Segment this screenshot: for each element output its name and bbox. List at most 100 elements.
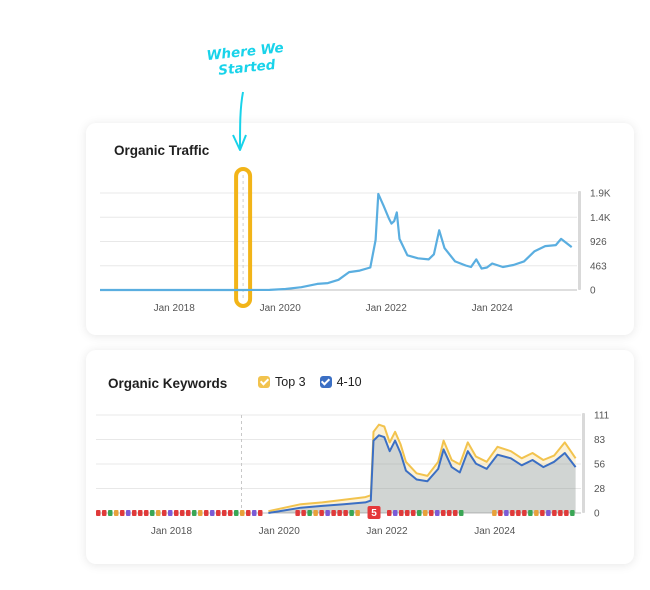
- y-tick-label: 1.4K: [590, 213, 611, 224]
- organic-keywords-title: Organic Keywords: [108, 376, 228, 391]
- x-tick-label: Jan 2020: [259, 526, 301, 537]
- serp-feature-icon: [417, 510, 422, 516]
- serp-feature-icon: [295, 510, 300, 516]
- checkbox-icon[interactable]: [258, 376, 270, 388]
- serp-feature-icon: [399, 510, 404, 516]
- y-tick-label: 111: [594, 411, 610, 422]
- x-tick-label: Jan 2024: [474, 526, 516, 537]
- serp-feature-icon: [447, 510, 452, 516]
- serp-feature-icon: [498, 510, 503, 516]
- serp-feature-icon: [222, 510, 227, 516]
- serp-feature-icon: [126, 510, 131, 516]
- serp-feature-icon: [516, 510, 521, 516]
- serp-feature-icon: [522, 510, 527, 516]
- serp-feature-icon: [120, 510, 125, 516]
- serp-feature-icon: [393, 510, 398, 516]
- legend-item-4-10[interactable]: 4-10: [319, 375, 362, 389]
- serp-feature-icon: [114, 510, 119, 516]
- serp-feature-icon: [150, 510, 155, 516]
- organic-keywords-card: Organic Keywords Top 3 4-10 111 83 56 28 0 Ja…: [86, 350, 634, 564]
- y-tick-label: 83: [594, 435, 606, 446]
- organic-traffic-title: Organic Traffic: [114, 143, 210, 158]
- organic-traffic-chart: 1.9K 1.4K 926 463 0 Jan 2018 Jan 2020 Jan 2022 J…: [100, 167, 611, 314]
- serp-feature-icon: [313, 510, 318, 516]
- serp-feature-icon: [246, 510, 251, 516]
- serp-feature-icon: [144, 510, 149, 516]
- serp-feature-icon: [355, 510, 360, 516]
- serp-feature-icon: [441, 510, 446, 516]
- keywords-legend: Top 3 4-10: [258, 375, 362, 389]
- serp-feature-icon: [168, 510, 173, 516]
- serp-feature-icon: [540, 510, 545, 516]
- serp-feature-icon: [429, 510, 434, 516]
- serp-feature-icon: [570, 510, 575, 516]
- serp-feature-icon: [459, 510, 464, 516]
- serp-feature-icon: [234, 510, 239, 516]
- serp-feature-icon: [192, 510, 197, 516]
- event-marker-icon: [367, 506, 381, 519]
- event-marker-label: 5: [371, 508, 377, 519]
- serp-feature-icon: [252, 510, 257, 516]
- series-line: [268, 434, 577, 514]
- serp-feature-icon: [162, 510, 167, 516]
- serp-feature-icon: [325, 510, 330, 516]
- serp-feature-icon: [534, 510, 539, 516]
- arrow-head-icon: [232, 134, 247, 151]
- serp-feature-icon: [174, 510, 179, 516]
- y-tick-label: 0: [590, 286, 596, 297]
- serp-feature-icon: [492, 510, 497, 516]
- serp-feature-icon: [343, 510, 348, 516]
- serp-feature-icon: [228, 510, 233, 516]
- x-tick-label: Jan 2022: [366, 303, 408, 314]
- serp-feature-icon: [558, 510, 563, 516]
- x-tick-label: Jan 2018: [151, 526, 193, 537]
- serp-feature-icon: [180, 510, 185, 516]
- serp-feature-icon: [423, 510, 428, 516]
- serp-feature-icon: [240, 510, 245, 516]
- organic-traffic-card: Organic Traffic 1.9K 1.4K 926 463 0 Jan 2018 J…: [86, 123, 634, 335]
- series-area: [268, 424, 576, 513]
- serp-feature-icon: [411, 510, 416, 516]
- serp-feature-icon: [387, 510, 392, 516]
- serp-feature-icon: [307, 510, 312, 516]
- serp-feature-icon: [102, 510, 107, 516]
- y-tick-label: 1.9K: [590, 189, 611, 200]
- start-highlight-box: [234, 167, 253, 308]
- checkbox-icon[interactable]: [319, 376, 332, 388]
- serp-feature-icon: [349, 510, 354, 516]
- serp-feature-icon: [258, 510, 263, 516]
- y-tick-label: 463: [590, 261, 607, 272]
- serp-feature-icon: [186, 510, 191, 516]
- x-tick-label: Jan 2018: [154, 303, 196, 314]
- serp-feature-icon: [96, 510, 101, 516]
- legend-item-top3[interactable]: Top 3: [258, 375, 306, 389]
- serp-feature-icon: [138, 510, 143, 516]
- series-line: [268, 423, 577, 513]
- serp-feature-icon: [301, 510, 306, 516]
- serp-feature-icon: [564, 510, 569, 516]
- serp-feature-icon: [319, 510, 324, 516]
- serp-feature-icon: [198, 510, 203, 516]
- serp-feature-icon: [156, 510, 161, 516]
- serp-feature-icon: [504, 510, 509, 516]
- y-tick-label: 56: [594, 460, 606, 471]
- serp-feature-icon: [552, 510, 557, 516]
- y-tick-label: 0: [594, 509, 600, 520]
- traffic-series-line: [100, 192, 573, 292]
- serp-feature-icon: [546, 510, 551, 516]
- series-area: [268, 435, 576, 513]
- arrow-icon: [239, 91, 244, 149]
- scrollbar: [578, 191, 581, 290]
- x-tick-label: Jan 2022: [366, 526, 408, 537]
- x-tick-label: Jan 2020: [260, 303, 302, 314]
- serp-feature-icon: [337, 510, 342, 516]
- serp-feature-icon: [405, 510, 410, 516]
- serp-feature-icon: [216, 510, 221, 516]
- legend-label-top3: Top 3: [275, 375, 306, 389]
- y-tick-label: 926: [590, 237, 607, 248]
- x-tick-label: Jan 2024: [472, 303, 514, 314]
- organic-keywords-chart: 111 83 56 28 0 Jan 2018 Jan 2020 Jan 2022 Jan 20…: [96, 411, 610, 537]
- scrollbar: [582, 413, 585, 513]
- legend-label-4-10: 4-10: [336, 375, 362, 389]
